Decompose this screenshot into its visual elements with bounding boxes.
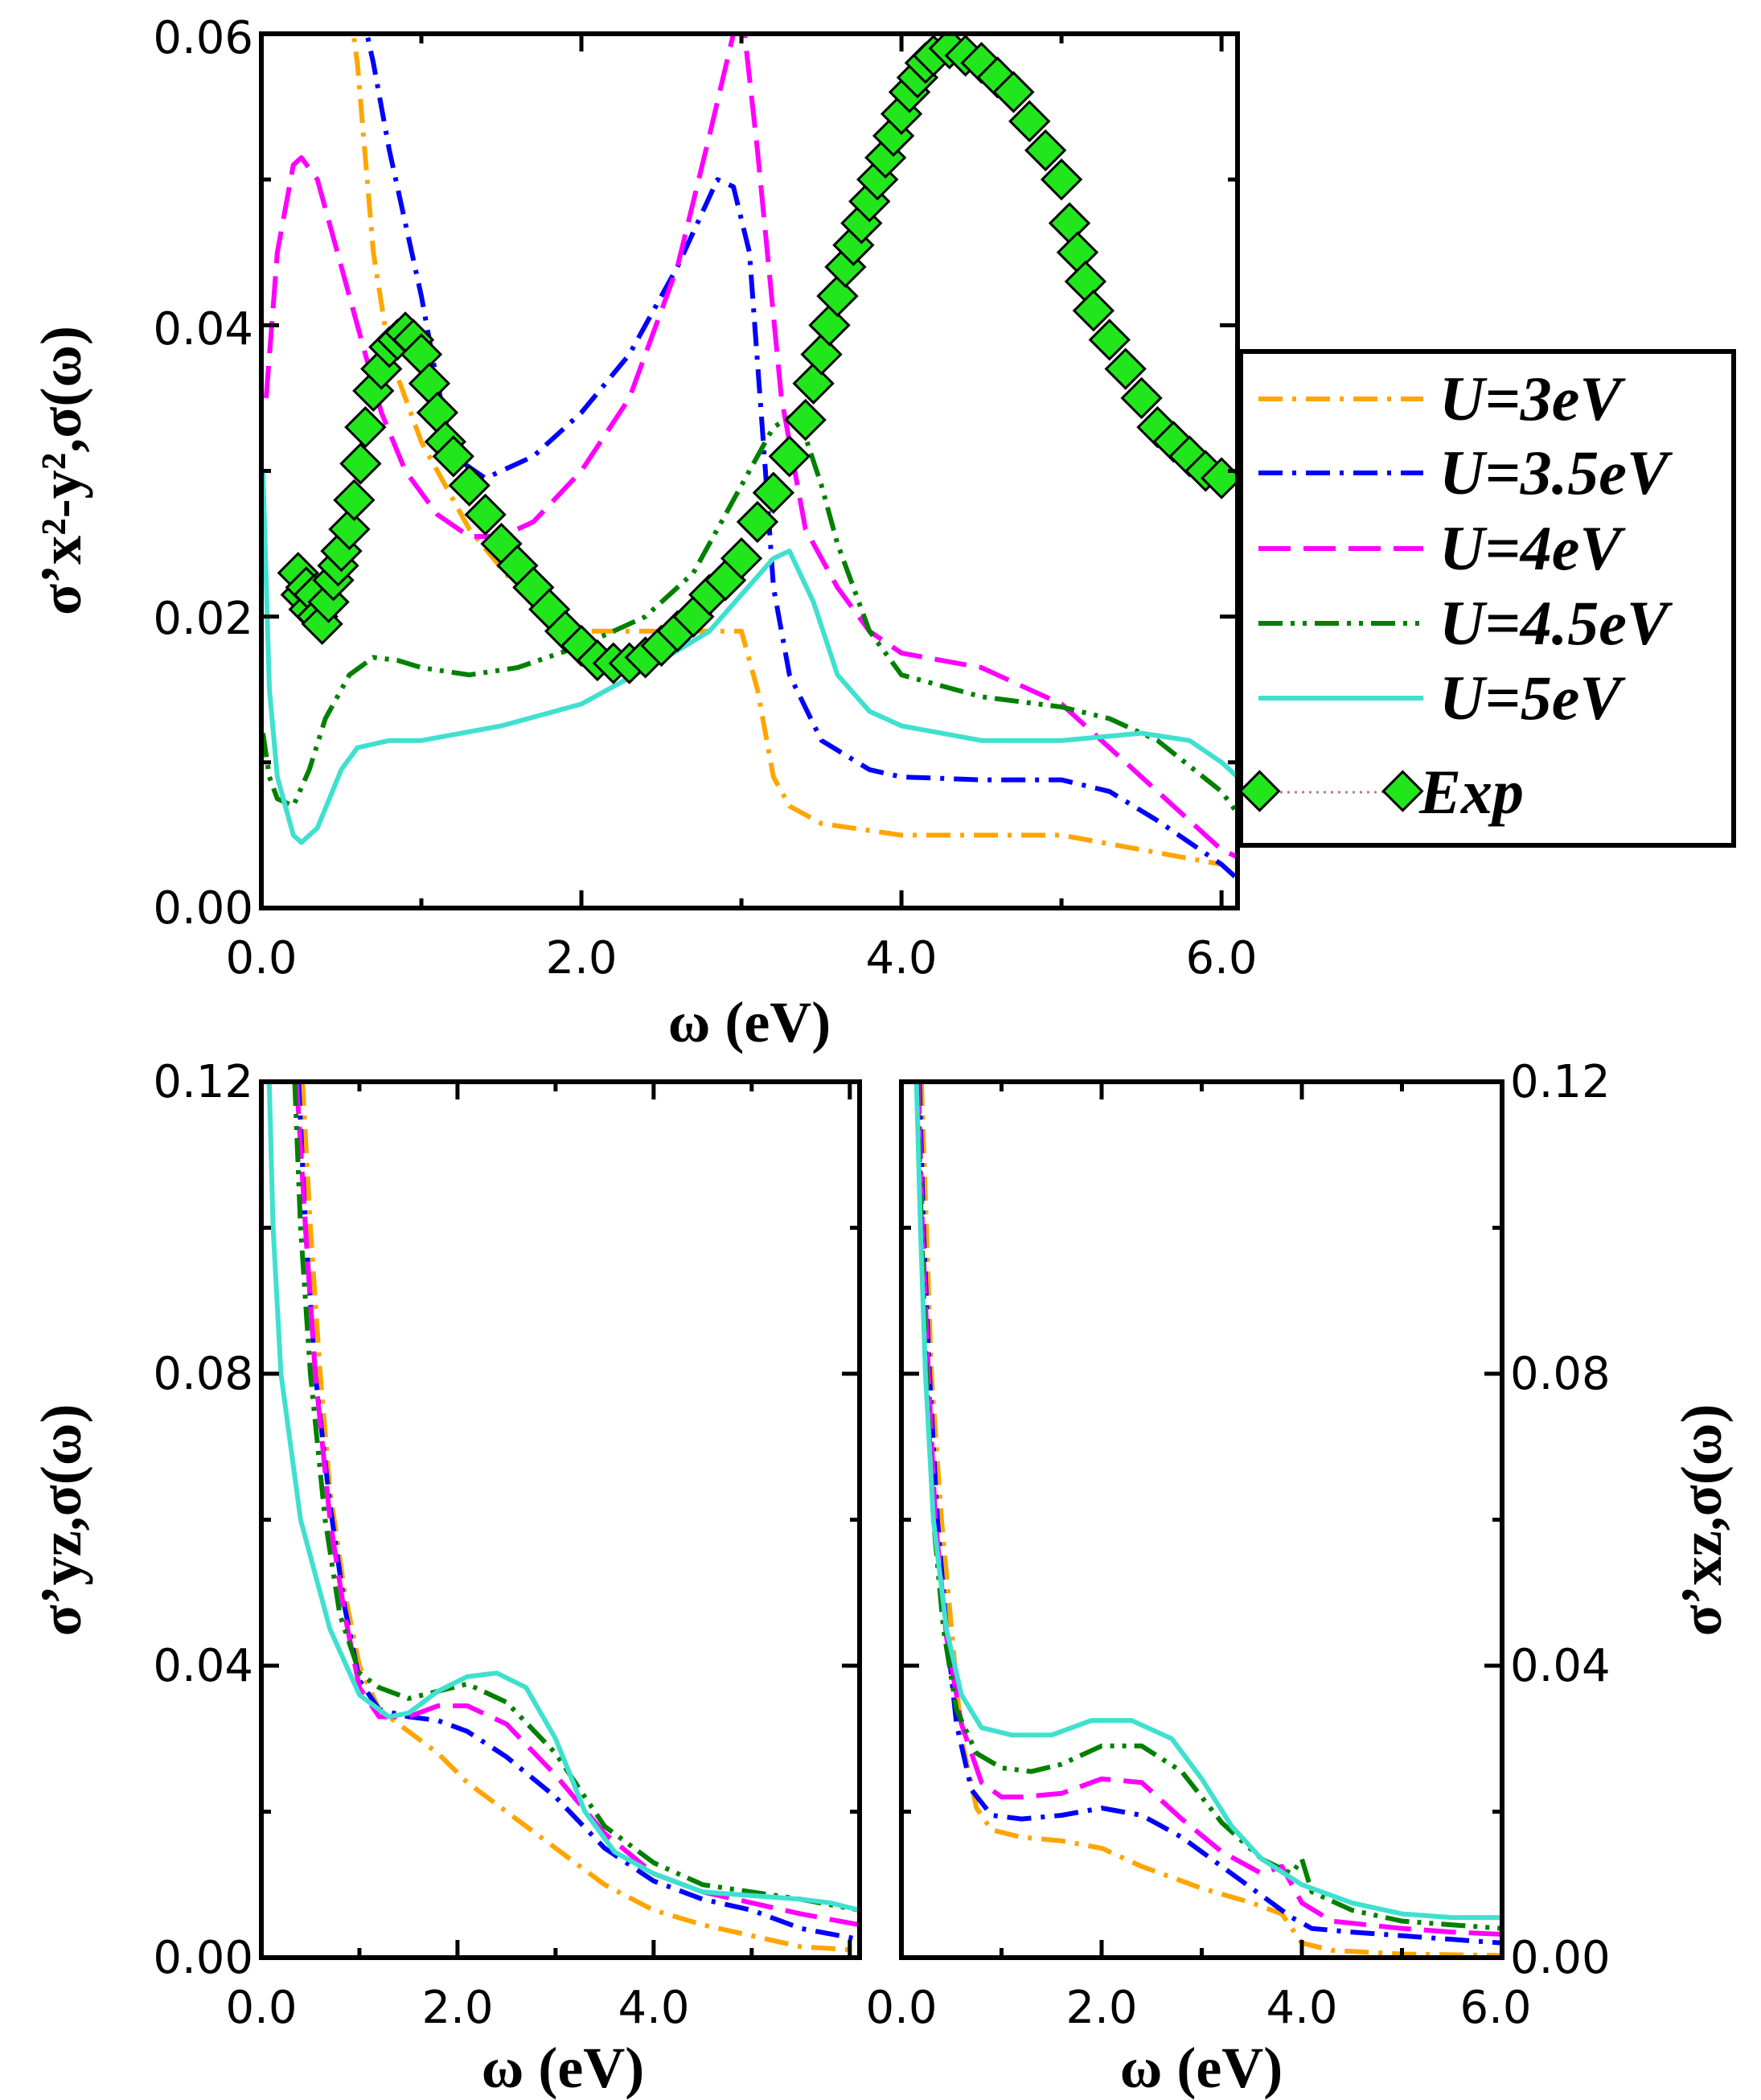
exp-data-point <box>1024 129 1067 172</box>
exp-data-point <box>1200 457 1238 499</box>
legend-marker-exp-left <box>1238 770 1281 812</box>
bottom-left-panel: 0.00 0.04 0.08 0.12 0.0 2.0 4.0 ω (eV) σ… <box>29 1056 862 2100</box>
bl-y-axis-label: σ’yz,σ(ω) <box>29 1404 93 1637</box>
exp-data-point <box>1056 231 1099 273</box>
series-line-u-4-5ev <box>261 410 1238 815</box>
series-line-u-4ev <box>916 1082 1502 1937</box>
exp-data-point <box>1072 290 1115 332</box>
bl-xtick-1: 2.0 <box>421 1982 493 2034</box>
br-ytick-2: 0.08 <box>1510 1348 1611 1400</box>
bottom-left-series-layer <box>266 1082 860 1953</box>
top-xtick-3: 6.0 <box>1185 932 1257 984</box>
exp-data-point <box>432 435 474 478</box>
exp-data-point <box>408 362 451 405</box>
br-xtick-2: 4.0 <box>1266 1982 1337 2034</box>
bl-ytick-0: 0.00 <box>153 1932 253 1984</box>
top-ytick-3: 0.06 <box>153 12 253 64</box>
exp-data-point <box>400 333 443 376</box>
br-xtick-1: 2.0 <box>1065 1982 1137 2034</box>
bottom-left-plot-frame <box>259 1079 862 1960</box>
series-line-u-4-5ev <box>292 1082 860 1913</box>
legend-label-u4: U=4eV <box>1439 513 1626 583</box>
top-xtick-0: 0.0 <box>225 932 297 984</box>
br-xtick-0: 0.0 <box>865 1982 937 2034</box>
legend-marker-exp-right <box>1381 770 1424 812</box>
series-line-u-5ev <box>913 1082 1502 1921</box>
legend-label-u4-5: U=4.5eV <box>1439 588 1673 658</box>
bottom-right-series-layer <box>913 1082 1502 1958</box>
series-line-u-3-5ev <box>364 34 1238 882</box>
series-line-u-5ev <box>261 471 1238 845</box>
bl-ytick-3: 0.12 <box>153 1056 253 1108</box>
legend-box <box>1238 349 1736 848</box>
exp-data-point <box>339 442 382 485</box>
series-line-u-3ev <box>300 1082 860 1953</box>
exp-data-point <box>792 362 835 405</box>
series-line-u-3-5ev <box>917 1082 1502 1946</box>
br-xtick-3: 6.0 <box>1459 1982 1531 2034</box>
legend-label-u3: U=3eV <box>1439 364 1626 434</box>
br-x-axis-label: ω (eV) <box>1120 2036 1283 2100</box>
exp-data-point <box>464 493 507 536</box>
br-ytick-0: 0.00 <box>1510 1932 1611 1984</box>
legend-label-exp: Exp <box>1418 757 1524 827</box>
top-xtick-1: 2.0 <box>545 932 617 984</box>
exp-data-point <box>1104 347 1147 390</box>
exp-data-point <box>1008 100 1051 142</box>
exp-data-point <box>992 71 1035 113</box>
exp-data-point <box>752 471 795 514</box>
exp-data-point <box>416 391 459 434</box>
bl-ytick-2: 0.08 <box>153 1348 253 1400</box>
exp-data-point <box>800 333 843 376</box>
exp-data-point <box>816 274 859 318</box>
series-line-u-3-5ev <box>296 1082 860 1942</box>
exp-data-point <box>1120 376 1163 420</box>
bottom-right-plot-frame <box>899 1079 1504 1960</box>
legend-label-u3-5: U=3.5eV <box>1439 438 1673 508</box>
br-ytick-1: 0.04 <box>1510 1640 1611 1692</box>
exp-data-point <box>1048 202 1091 245</box>
exp-data-point <box>333 479 376 521</box>
exp-data-point <box>1064 260 1107 303</box>
bottom-right-ticks <box>899 1079 1504 1960</box>
top-ytick-2: 0.04 <box>153 303 253 355</box>
exp-data-point <box>808 304 851 347</box>
top-ytick-1: 0.02 <box>153 593 253 645</box>
top-panel: 0.00 0.02 0.04 0.06 0.0 2.0 4.0 6.0 ω (e… <box>29 12 1736 1054</box>
exp-data-point <box>344 405 387 449</box>
top-xtick-2: 4.0 <box>865 932 937 984</box>
top-ytick-0: 0.00 <box>153 882 253 935</box>
top-series-layer <box>261 34 1238 882</box>
series-line-u-4-5ev <box>914 1082 1502 1931</box>
exp-data-point <box>448 464 491 507</box>
exp-data-point <box>736 500 779 544</box>
legend-label-u5: U=5eV <box>1439 663 1626 733</box>
series-line-u-5ev <box>266 1082 860 1913</box>
exp-data-point <box>720 537 763 580</box>
series-line-u-3ev <box>918 1082 1502 1958</box>
exp-data-point <box>328 508 371 551</box>
exp-data-point <box>1088 318 1131 361</box>
bottom-right-panel: 0.00 0.04 0.08 0.12 0.0 2.0 4.0 6.0 ω (e… <box>865 1056 1734 2100</box>
series-line-u-3ev <box>351 34 1222 867</box>
top-y-axis-label: σ’x²-y²,σ(ω) <box>29 326 93 615</box>
top-ticks <box>259 31 1238 910</box>
bl-xtick-2: 4.0 <box>618 1982 689 2034</box>
br-ytick-3: 0.12 <box>1510 1056 1611 1108</box>
series-line-u-4ev <box>264 34 1238 860</box>
exp-data-point <box>784 398 827 442</box>
bl-x-axis-label: ω (eV) <box>482 2036 645 2100</box>
br-y-axis-label: σ’xz,σ(ω) <box>1669 1404 1734 1637</box>
exp-data-point <box>768 435 811 478</box>
legend: U=3eV U=3.5eV U=4eV U=4.5eV U=5eV Exp <box>1238 349 1736 848</box>
bl-ytick-1: 0.04 <box>153 1640 253 1692</box>
top-x-axis-label: ω (eV) <box>668 990 831 1054</box>
bottom-left-ticks <box>259 1079 860 1960</box>
bl-xtick-0: 0.0 <box>225 1982 297 2034</box>
exp-data-point <box>1040 158 1083 201</box>
